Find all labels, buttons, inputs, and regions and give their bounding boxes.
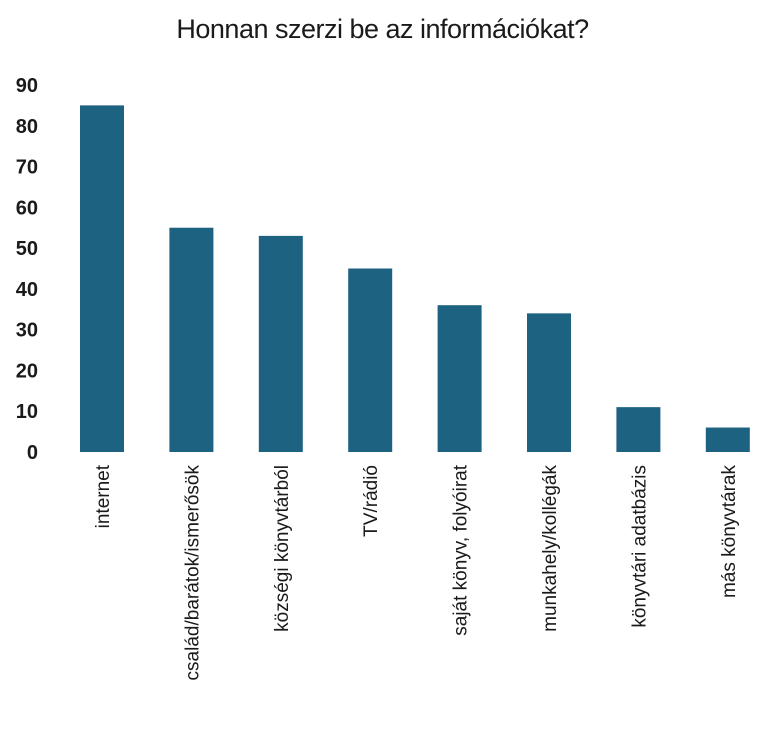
- y-tick-label: 70: [16, 157, 38, 179]
- y-tick-label: 80: [16, 116, 38, 138]
- bars-group: [80, 105, 750, 452]
- y-tick-label: 40: [16, 279, 38, 301]
- x-tick-label: községi könyvtárból: [272, 465, 293, 632]
- x-tick-label: munkahely/kollégák: [540, 465, 561, 632]
- y-tick-label: 90: [16, 75, 38, 97]
- y-tick-label: 60: [16, 197, 38, 219]
- x-tick-label: könyvtári adatbázis: [629, 465, 650, 628]
- y-tick-label: 50: [16, 238, 38, 260]
- bar: [616, 407, 661, 452]
- y-tick-label: 20: [16, 360, 38, 382]
- bar: [705, 427, 750, 452]
- bar: [169, 227, 214, 452]
- bar: [258, 235, 303, 452]
- y-tick-label: 30: [16, 320, 38, 342]
- bar: [348, 268, 393, 452]
- y-axis-ticks: 0 10 20 30 40 50 60 70 80 90: [16, 75, 38, 464]
- x-tick-label: TV/rádió: [361, 465, 382, 537]
- bar: [527, 313, 571, 452]
- y-tick-label: 0: [27, 442, 38, 464]
- x-tick-label: család/barátok/ismerősök: [182, 465, 203, 681]
- bar: [437, 305, 482, 452]
- bar: [80, 105, 124, 452]
- y-tick-label: 10: [16, 401, 38, 423]
- x-tick-label: internet: [93, 464, 114, 528]
- x-tick-label: más könyvtárak: [719, 465, 740, 599]
- x-axis-labels: internet család/barátok/ismerősök községi …: [93, 464, 740, 680]
- x-tick-label: saját könyv, folyóirat: [451, 464, 472, 635]
- chart-title: Honnan szerzi be az információkat?: [176, 14, 589, 44]
